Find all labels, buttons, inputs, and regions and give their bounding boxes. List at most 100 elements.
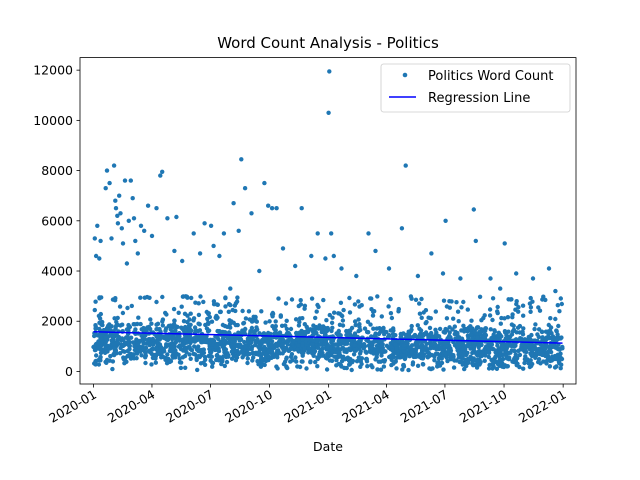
y-axis: 0 2000 4000 6000 8000 10000 12000 bbox=[33, 63, 80, 379]
data-point bbox=[554, 338, 559, 343]
data-point bbox=[505, 342, 510, 348]
data-point bbox=[406, 367, 411, 373]
data-point bbox=[115, 213, 120, 218]
data-point bbox=[501, 352, 507, 357]
data-point bbox=[425, 355, 430, 360]
data-point bbox=[160, 319, 165, 324]
y-tick-label: 6000 bbox=[41, 213, 73, 228]
data-point bbox=[557, 361, 562, 366]
data-point bbox=[445, 336, 450, 341]
data-point bbox=[313, 324, 319, 330]
data-point bbox=[391, 354, 397, 360]
data-point bbox=[447, 305, 452, 310]
data-point bbox=[143, 345, 149, 351]
data-point bbox=[110, 366, 115, 372]
data-point bbox=[113, 198, 118, 203]
data-point bbox=[428, 346, 433, 351]
data-point bbox=[248, 340, 254, 346]
data-point bbox=[341, 307, 346, 313]
data-point bbox=[365, 319, 371, 324]
data-point bbox=[315, 356, 320, 362]
data-point bbox=[390, 348, 395, 353]
data-point bbox=[388, 296, 393, 302]
data-point bbox=[509, 332, 515, 337]
data-point bbox=[293, 263, 298, 269]
data-point bbox=[150, 342, 156, 347]
data-point bbox=[201, 360, 206, 365]
data-point bbox=[324, 318, 329, 323]
data-point bbox=[396, 306, 401, 312]
data-point bbox=[130, 340, 136, 345]
data-point bbox=[510, 312, 515, 317]
data-point bbox=[107, 346, 113, 351]
data-point bbox=[314, 309, 319, 314]
data-point bbox=[260, 339, 265, 344]
data-point bbox=[296, 323, 302, 328]
data-point bbox=[269, 355, 274, 360]
data-point bbox=[297, 319, 302, 325]
data-point bbox=[494, 366, 500, 371]
data-point bbox=[370, 313, 376, 318]
data-point bbox=[203, 322, 208, 328]
data-point bbox=[557, 353, 562, 358]
data-point bbox=[233, 354, 238, 359]
data-point bbox=[143, 333, 148, 338]
data-point bbox=[381, 364, 387, 369]
data-point bbox=[376, 359, 381, 364]
data-point bbox=[316, 304, 321, 310]
data-point bbox=[105, 349, 110, 354]
data-point bbox=[451, 316, 456, 321]
data-point bbox=[281, 337, 286, 343]
data-point bbox=[166, 323, 171, 329]
data-point bbox=[148, 326, 153, 332]
data-point bbox=[490, 296, 496, 301]
data-point bbox=[544, 359, 549, 364]
data-point bbox=[279, 342, 285, 347]
data-point bbox=[274, 206, 279, 211]
data-point bbox=[196, 328, 201, 334]
data-point bbox=[369, 363, 374, 368]
data-point bbox=[164, 333, 169, 338]
data-point bbox=[474, 350, 479, 355]
data-point bbox=[278, 313, 283, 318]
data-point bbox=[309, 253, 314, 259]
data-point bbox=[405, 335, 410, 340]
data-point bbox=[361, 345, 366, 351]
data-point bbox=[283, 323, 288, 328]
data-point bbox=[282, 348, 287, 354]
data-point bbox=[138, 344, 143, 350]
data-point bbox=[493, 350, 498, 355]
data-point bbox=[482, 358, 487, 363]
data-point bbox=[275, 355, 280, 360]
data-point bbox=[185, 319, 190, 325]
data-point bbox=[411, 354, 416, 360]
data-point bbox=[381, 325, 386, 331]
data-point bbox=[548, 325, 554, 330]
legend-label-points: Politics Word Count bbox=[428, 69, 553, 84]
data-point bbox=[231, 320, 236, 325]
data-point bbox=[130, 196, 135, 201]
data-point bbox=[217, 329, 223, 334]
data-point bbox=[226, 309, 231, 314]
data-point bbox=[157, 342, 163, 347]
data-point bbox=[159, 355, 164, 360]
data-point bbox=[517, 330, 522, 335]
data-point bbox=[269, 342, 275, 347]
data-point bbox=[257, 268, 262, 274]
data-point bbox=[164, 312, 169, 317]
data-point bbox=[210, 364, 215, 369]
data-point bbox=[100, 322, 105, 328]
data-point bbox=[456, 319, 461, 324]
data-point bbox=[221, 354, 226, 359]
data-point bbox=[553, 316, 558, 322]
legend-marker-points bbox=[402, 72, 408, 78]
data-point bbox=[303, 329, 308, 335]
data-point bbox=[457, 341, 463, 346]
data-point bbox=[417, 311, 423, 316]
data-point bbox=[154, 206, 159, 211]
data-point bbox=[128, 351, 133, 356]
data-point bbox=[547, 364, 553, 369]
data-point bbox=[201, 299, 206, 305]
data-point bbox=[96, 362, 102, 367]
data-point bbox=[131, 216, 137, 221]
